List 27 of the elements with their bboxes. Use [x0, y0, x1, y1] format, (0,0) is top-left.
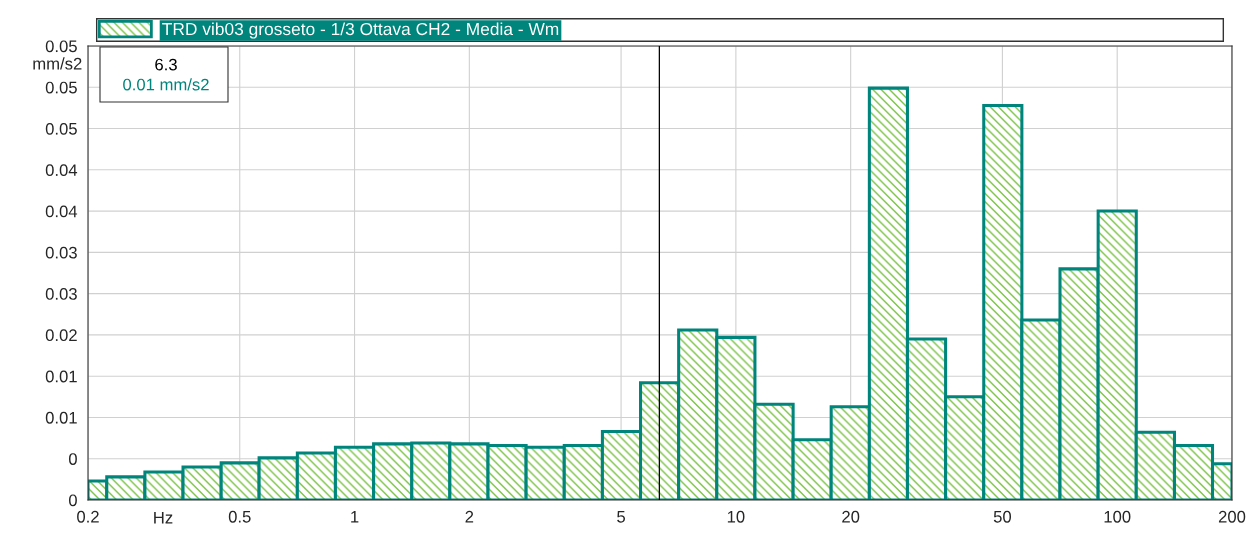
x-tick-label: 20: [842, 510, 860, 523]
x-tick-label: 5: [617, 511, 626, 523]
legend-label: TRD vib03 grosseto - 1/3 Ottava CH2 - Media - Wm: [162, 22, 559, 39]
y-tick-label: 0.04: [45, 164, 78, 177]
y-tick-label: 0.03: [45, 288, 77, 300]
y-tick-label: 0: [68, 453, 77, 465]
y-tick-label: 0.01: [45, 370, 77, 383]
x-tick-label: 1: [351, 511, 359, 523]
y-tick-label: 0.03: [45, 246, 77, 259]
x-tick-label: 10: [727, 510, 745, 523]
y-tick-label: 0.05: [45, 122, 77, 135]
y-tick-label: 0.02: [45, 329, 77, 342]
y-tick-label: 0.01: [45, 411, 77, 424]
x-tick-label: 200: [1218, 510, 1246, 523]
y-tick-label: 0.05: [45, 81, 77, 94]
y-tick-label: 0.05: [45, 40, 77, 53]
x-tick-label: 0.2: [77, 510, 99, 523]
x-axis-title: Hz: [154, 511, 173, 524]
x-tick-label: 100: [1104, 510, 1131, 523]
y-tick-label: 0.04: [45, 205, 78, 218]
x-tick-label: 50: [993, 510, 1012, 523]
y-tick-label: 0: [68, 494, 77, 507]
ref-line-label: 6.3: [155, 58, 177, 71]
x-tick-label: 2: [465, 510, 474, 523]
x-tick-label: 0.5: [228, 510, 251, 523]
annotation: 0.01 mm/s2: [123, 78, 209, 91]
y-axis-title: mm/s2: [33, 57, 82, 70]
